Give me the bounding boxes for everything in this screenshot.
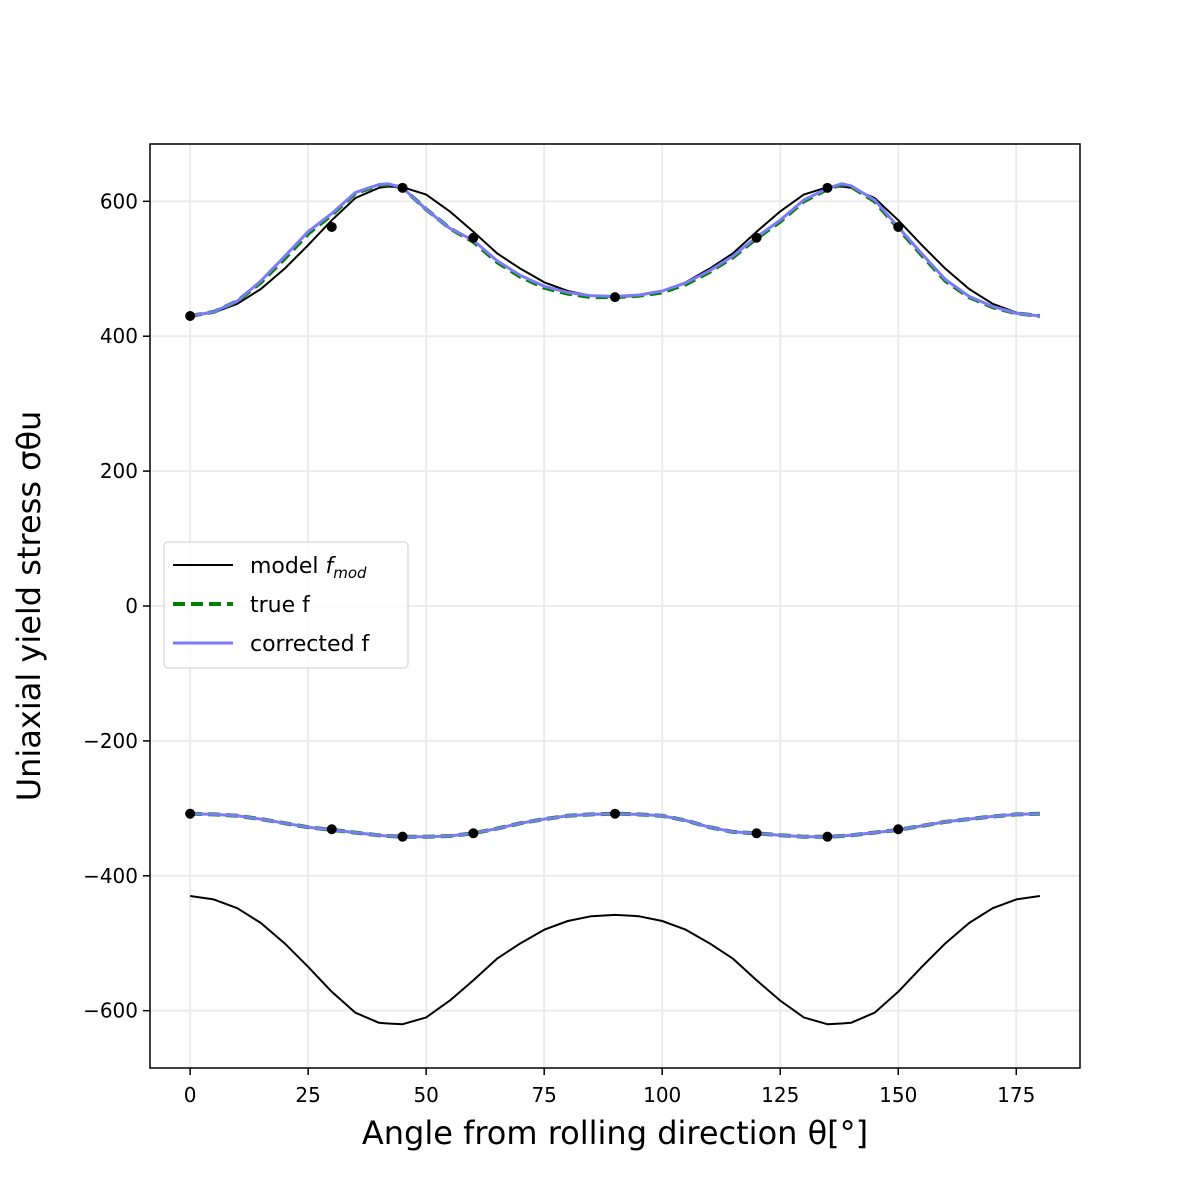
x-tick-label: 125 — [761, 1083, 799, 1107]
x-tick-label: 50 — [413, 1083, 438, 1107]
data-point — [610, 292, 620, 303]
data-point — [751, 232, 762, 243]
y-tick-label: −600 — [83, 999, 138, 1023]
y-axis-ticks: −600 −400 −200 0 200 400 600 — [83, 189, 150, 1023]
x-axis-label: Angle from rolling direction θ[°] — [362, 1114, 868, 1152]
data-point — [397, 831, 408, 842]
data-point — [326, 824, 337, 835]
data-points — [185, 182, 904, 842]
data-point — [185, 808, 196, 819]
x-tick-label: 175 — [997, 1083, 1035, 1107]
x-tick-label: 0 — [184, 1083, 197, 1107]
data-point — [822, 831, 833, 842]
data-point — [397, 182, 408, 193]
x-axis-ticks: 0 25 50 75 100 125 150 175 — [184, 1068, 1035, 1107]
y-tick-label: −400 — [83, 864, 138, 888]
data-point — [751, 828, 762, 839]
legend: model fmod true f corrected f — [163, 541, 409, 669]
x-tick-label: 150 — [879, 1083, 917, 1107]
legend-label: corrected f — [250, 632, 371, 657]
legend-label: model fmod — [250, 554, 367, 582]
legend-label: true f — [250, 593, 311, 618]
y-tick-label: 400 — [100, 324, 138, 348]
x-tick-label: 25 — [295, 1083, 320, 1107]
x-tick-label: 100 — [643, 1083, 681, 1107]
y-tick-label: 0 — [125, 594, 138, 618]
data-point — [326, 221, 337, 232]
data-point — [822, 182, 833, 193]
legend-box — [163, 541, 409, 669]
data-point — [610, 808, 620, 819]
data-point — [468, 828, 479, 839]
data-point — [468, 232, 479, 243]
data-point — [893, 824, 904, 835]
data-point — [185, 310, 196, 321]
series-line-model-f-mod — [189, 895, 1041, 1026]
y-tick-label: −200 — [83, 729, 138, 753]
data-point — [893, 221, 904, 232]
y-tick-label: 600 — [100, 189, 138, 213]
y-axis-label: Uniaxial yield stress σθu — [10, 411, 48, 802]
x-tick-label: 75 — [531, 1083, 556, 1107]
y-tick-label: 200 — [100, 459, 138, 483]
